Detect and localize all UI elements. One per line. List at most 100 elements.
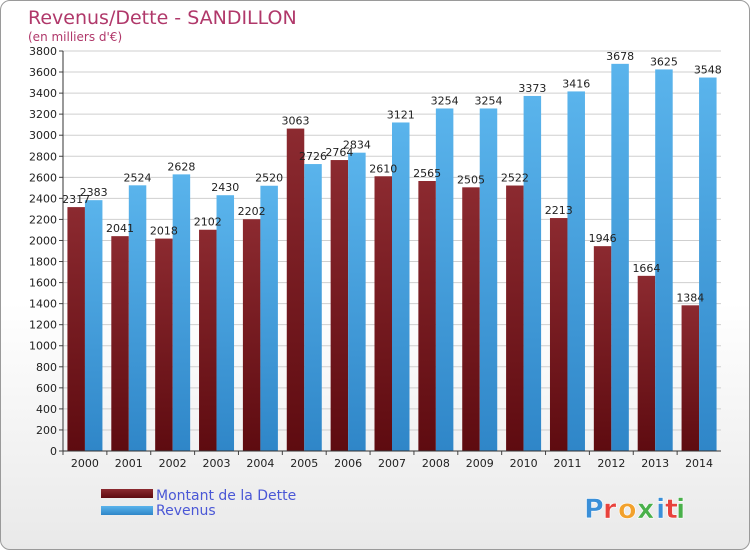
bar-revenus-2003 [216, 195, 235, 451]
x-tick-label: 2002 [159, 457, 187, 470]
bar-dette-2007 [374, 176, 392, 451]
bar-dette-2009 [462, 187, 480, 451]
legend-swatch-debt [101, 489, 153, 498]
y-tick-label: 400 [36, 403, 57, 416]
bar-dette-2002 [155, 238, 173, 451]
y-tick-label: 800 [36, 361, 57, 374]
y-tick-label: 1400 [29, 298, 57, 311]
bar-dette-2004 [242, 219, 261, 451]
x-tick-label: 2003 [203, 457, 231, 470]
legend-label-revenus: Revenus [156, 503, 216, 519]
bar-revenus-2001 [128, 185, 147, 451]
bar-revenus-2014 [699, 77, 717, 452]
data-label-revenus: 3416 [562, 77, 590, 90]
bar-dette-2014 [681, 305, 700, 451]
y-tick-label: 2000 [29, 234, 57, 247]
data-label-dette: 2018 [150, 225, 178, 238]
y-axis-ticks: 0 200 400 600 800 1000 1200 1400 1600 1800 2000 220… [29, 45, 63, 458]
bar-revenus-2011 [567, 91, 585, 451]
bar-revenus-2009 [479, 108, 498, 451]
bar-dette-2005 [286, 128, 305, 451]
data-label-dette: 2213 [545, 204, 573, 217]
chart-title: Revenus/Dette - SANDILLON [28, 7, 297, 29]
x-tick-label: 2005 [290, 457, 318, 470]
data-label-dette: 2610 [369, 162, 397, 175]
data-label-revenus: 3254 [474, 94, 502, 107]
x-tick-label: 2009 [466, 457, 494, 470]
legend-label-debt: Montant de la Dette [156, 488, 296, 504]
data-label-dette: 2041 [106, 222, 134, 235]
bar-revenus-2010 [523, 95, 542, 452]
bar-dette-2010 [506, 185, 524, 452]
y-tick-label: 1600 [29, 277, 57, 290]
y-tick-label: 2200 [29, 213, 57, 226]
y-tick-label: 600 [36, 382, 57, 395]
data-label-revenus: 2628 [167, 160, 195, 173]
bar-dette-2013 [637, 275, 656, 451]
bar-revenus-2007 [392, 122, 410, 451]
data-label-revenus: 2383 [80, 186, 108, 199]
bar-revenus-2013 [655, 69, 673, 451]
x-tick-label: 2010 [510, 457, 538, 470]
bars [67, 63, 717, 452]
x-tick-label: 2000 [71, 457, 99, 470]
x-tick-label: 2012 [597, 457, 625, 470]
y-tick-label: 3200 [29, 108, 57, 121]
x-axis-ticks: 2000 2001 2002 2003 2004 2005 2006 2007 2008 2009… [62, 451, 713, 470]
bar-dette-2012 [593, 246, 612, 451]
data-label-revenus: 3254 [431, 94, 459, 107]
bar-dette-2008 [418, 181, 436, 451]
bar-revenus-2000 [84, 200, 103, 451]
x-tick-label: 2006 [334, 457, 362, 470]
data-label-dette: 1946 [589, 232, 617, 245]
axes [62, 51, 721, 452]
data-label-revenus: 2834 [343, 139, 371, 152]
data-label-dette: 2202 [238, 205, 266, 218]
data-label-dette: 1384 [676, 291, 704, 304]
data-label-revenus: 3121 [387, 108, 415, 121]
bar-dette-2011 [549, 218, 568, 451]
y-tick-label: 3400 [29, 87, 57, 100]
bar-revenus-2012 [611, 63, 629, 452]
data-label-revenus: 3548 [694, 64, 722, 77]
data-label-revenus: 3678 [606, 50, 634, 63]
bar-dette-2003 [199, 229, 217, 451]
bar-revenus-2005 [304, 164, 322, 452]
x-tick-label: 2013 [641, 457, 669, 470]
chart-subtitle: (en milliers d'€) [28, 30, 122, 44]
data-label-revenus: 3625 [650, 55, 678, 68]
data-label-dette: 2317 [62, 193, 90, 206]
x-tick-label: 2007 [378, 457, 406, 470]
bar-dette-2001 [111, 236, 129, 451]
data-label-revenus: 2430 [211, 181, 239, 194]
data-label-dette: 2522 [501, 172, 529, 185]
logo-letter: r [603, 494, 617, 525]
logo-letter: P [584, 494, 604, 525]
y-tick-label: 2400 [29, 192, 57, 205]
y-tick-label: 1000 [29, 340, 57, 353]
bar-revenus-2006 [348, 152, 366, 451]
data-label-revenus: 2726 [299, 150, 327, 163]
x-tick-label: 2001 [115, 457, 143, 470]
data-label-dette: 1664 [632, 262, 660, 275]
data-label-dette: 3063 [282, 115, 310, 128]
y-tick-label: 2600 [29, 171, 57, 184]
data-label-dette: 2764 [325, 146, 353, 159]
data-label-dette: 2102 [194, 216, 222, 229]
data-label-dette: 2565 [413, 167, 441, 180]
y-tick-label: 1200 [29, 319, 57, 332]
logo-letter: o [618, 494, 637, 525]
bar-dette-2006 [330, 160, 349, 452]
x-tick-label: 2011 [553, 457, 581, 470]
legend-swatch-revenus [101, 506, 153, 515]
data-label-revenus: 2520 [255, 172, 283, 185]
y-tick-label: 200 [36, 424, 57, 437]
x-tick-label: 2004 [246, 457, 274, 470]
y-tick-label: 1800 [29, 256, 57, 269]
logo-letter: i [676, 494, 685, 525]
bar-revenus-2004 [260, 185, 278, 451]
y-tick-label: 3800 [29, 45, 57, 58]
